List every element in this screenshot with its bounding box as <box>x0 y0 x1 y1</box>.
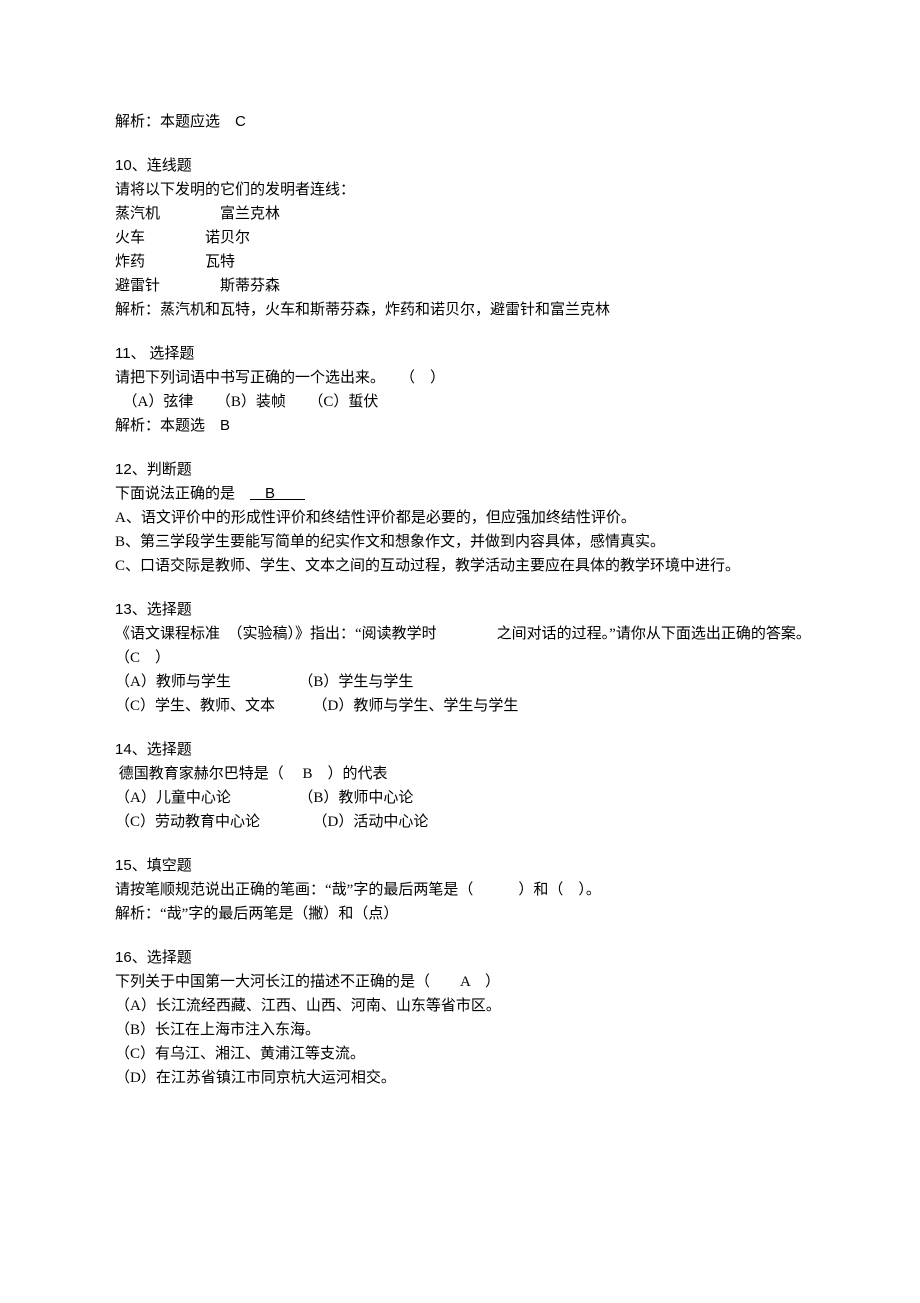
q11: 11、 选择题 请把下列词语中书写正确的一个选出来。 （ ） （A）弦律 （B）… <box>115 342 805 438</box>
q15-prompt: 请按笔顺规范说出正确的笔画：“哉”字的最后两笔是（ ）和（ ）。 <box>115 878 805 902</box>
q16-prompt: 下列关于中国第一大河长江的描述不正确的是（ A ） <box>115 970 805 994</box>
q11-prompt: 请把下列词语中书写正确的一个选出来。 （ ） <box>115 366 805 390</box>
q13-num: 13 <box>115 601 132 618</box>
q14-type: 、选择题 <box>132 742 192 758</box>
q9-analysis-answer: C <box>235 113 246 130</box>
q13-row1: （A）教师与学生 （B）学生与学生 <box>115 670 805 694</box>
q16-opt-d: （D）在江苏省镇江市同京杭大运河相交。 <box>115 1066 805 1090</box>
q16-type: 、选择题 <box>132 950 192 966</box>
q10-num: 10 <box>115 157 132 174</box>
q12-opt-b: B、第三学段学生要能写简单的纪实作文和想象作文，并做到内容具体，感情真实。 <box>115 530 805 554</box>
q9-analysis: 解析：本题应选 C <box>115 110 805 134</box>
q14: 14、选择题 德国教育家赫尔巴特是（ B ）的代表 （A）儿童中心论 （B）教师… <box>115 738 805 834</box>
q14-row1: （A）儿童中心论 （B）教师中心论 <box>115 786 805 810</box>
q15-type: 、填空题 <box>132 858 192 874</box>
q15: 15、填空题 请按笔顺规范说出正确的笔画：“哉”字的最后两笔是（ ）和（ ）。 … <box>115 854 805 926</box>
q16-opt-b: （B）长江在上海市注入东海。 <box>115 1018 805 1042</box>
q14-num: 14 <box>115 741 132 758</box>
q10-pair-3: 避雷针 斯蒂芬森 <box>115 274 805 298</box>
q12: 12、判断题 下面说法正确的是 B A、语文评价中的形成性评价和终结性评价都是必… <box>115 458 805 578</box>
q12-prompt-prefix: 下面说法正确的是 <box>115 486 250 502</box>
q12-answer: B <box>250 485 305 502</box>
q10-pair-2: 炸药 瓦特 <box>115 250 805 274</box>
q11-analysis-answer: B <box>220 417 230 434</box>
q16-num: 16 <box>115 949 132 966</box>
q13: 13、选择题 《语文课程标准 （实验稿）》指出：“阅读教学时 之间对话的过程。”… <box>115 598 805 718</box>
q10-prompt: 请将以下发明的它们的发明者连线： <box>115 178 805 202</box>
q12-type: 、判断题 <box>132 462 192 478</box>
q12-opt-c: C、口语交际是教师、学生、文本之间的互动过程，教学活动主要应在具体的教学环境中进… <box>115 554 805 578</box>
q11-num: 11 <box>115 345 131 362</box>
q11-options: （A）弦律 （B）装帧 （C）蜇伏 <box>115 390 805 414</box>
q11-analysis-prefix: 解析：本题选 <box>115 418 220 434</box>
q15-num: 15 <box>115 857 132 874</box>
q10-pair-1: 火车 诺贝尔 <box>115 226 805 250</box>
q10-type: 、连线题 <box>132 158 192 174</box>
q15-analysis: 解析：“哉”字的最后两笔是（撇）和（点） <box>115 902 805 926</box>
q9-analysis-prefix: 解析：本题应选 <box>115 114 235 130</box>
q16-opt-c: （C）有乌江、湘江、黄浦江等支流。 <box>115 1042 805 1066</box>
q16: 16、选择题 下列关于中国第一大河长江的描述不正确的是（ A ） （A）长江流经… <box>115 946 805 1090</box>
q13-type: 、选择题 <box>132 602 192 618</box>
q10-analysis: 解析：蒸汽机和瓦特，火车和斯蒂芬森，炸药和诺贝尔，避雷针和富兰克林 <box>115 298 805 322</box>
q13-prompt: 《语文课程标准 （实验稿）》指出：“阅读教学时 之间对话的过程。”请你从下面选出… <box>115 622 805 670</box>
q10-pair-0: 蒸汽机 富兰克林 <box>115 202 805 226</box>
q14-prompt: 德国教育家赫尔巴特是（ B ）的代表 <box>115 762 805 786</box>
q13-row2: （C）学生、教师、文本 （D）教师与学生、学生与学生 <box>115 694 805 718</box>
q11-type: 、 选择题 <box>131 346 195 362</box>
q12-opt-a: A、语文评价中的形成性评价和终结性评价都是必要的，但应强加终结性评价。 <box>115 506 805 530</box>
q10: 10、连线题 请将以下发明的它们的发明者连线： 蒸汽机 富兰克林 火车 诺贝尔 … <box>115 154 805 322</box>
q14-row2: （C）劳动教育中心论 （D）活动中心论 <box>115 810 805 834</box>
q16-opt-a: （A）长江流经西藏、江西、山西、河南、山东等省市区。 <box>115 994 805 1018</box>
q12-num: 12 <box>115 461 132 478</box>
